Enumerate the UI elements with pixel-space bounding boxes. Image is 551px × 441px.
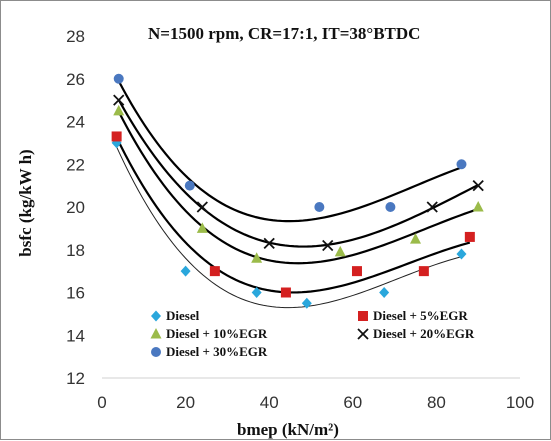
y-axis-title: bsfc (kg/kW h) bbox=[16, 149, 35, 256]
trendline bbox=[117, 111, 479, 265]
x-axis-title: bmep (kN/m²) bbox=[237, 420, 339, 439]
x-tick-label: 60 bbox=[343, 393, 362, 412]
data-point-square bbox=[464, 231, 475, 242]
data-point-circle bbox=[314, 202, 325, 212]
x-tick-label: 0 bbox=[97, 393, 106, 412]
legend-entry-label: Diesel bbox=[166, 308, 200, 323]
y-tick-label: 22 bbox=[66, 155, 85, 174]
data-point-x bbox=[263, 237, 275, 249]
data-point-triangle bbox=[196, 222, 208, 233]
x-tick-label: 20 bbox=[176, 393, 195, 412]
y-tick-label: 26 bbox=[66, 70, 85, 89]
data-point-diamond bbox=[251, 287, 262, 298]
data-point-triangle bbox=[334, 245, 346, 257]
x-tick-label: 100 bbox=[506, 393, 534, 412]
legend-entry-label: Diesel + 5%EGR bbox=[373, 308, 468, 323]
data-point-square bbox=[358, 311, 368, 321]
y-tick-label: 28 bbox=[66, 27, 85, 46]
data-point-triangle bbox=[472, 201, 484, 212]
trendline bbox=[115, 136, 471, 294]
y-tick-label: 18 bbox=[66, 241, 85, 260]
chart-title: N=1500 rpm, CR=17:1, IT=38°BTDC bbox=[148, 24, 420, 43]
trendline bbox=[117, 80, 462, 223]
data-point-diamond bbox=[456, 248, 467, 260]
data-point-triangle bbox=[410, 233, 421, 244]
y-tick-label: 12 bbox=[66, 369, 85, 388]
data-point-square bbox=[418, 266, 429, 277]
legend-entry-label: Diesel + 10%EGR bbox=[166, 326, 268, 341]
data-point-triangle bbox=[251, 252, 263, 263]
data-point-square bbox=[280, 287, 291, 298]
y-tick-labels: 12 14 16 18 20 22 24 26 28 bbox=[66, 27, 85, 388]
data-point-square bbox=[111, 131, 122, 142]
data-point-circle bbox=[113, 73, 124, 84]
data-point-diamond bbox=[301, 297, 312, 309]
data-point-x bbox=[113, 94, 125, 106]
marker-group bbox=[111, 73, 484, 309]
x-tick-labels: 0 20 40 60 80 100 bbox=[97, 393, 534, 412]
x-tick-label: 80 bbox=[427, 393, 446, 412]
legend: Diesel Diesel + 5%EGR Diesel + 10%EGR Diese… bbox=[150, 308, 475, 359]
data-point-diamond bbox=[379, 287, 390, 298]
y-tick-label: 14 bbox=[66, 326, 85, 345]
y-tick-label: 16 bbox=[66, 284, 85, 303]
data-point-x bbox=[322, 239, 334, 252]
data-point-diamond bbox=[180, 265, 191, 277]
data-point-x bbox=[196, 201, 208, 213]
data-point-x bbox=[426, 201, 438, 213]
trendline bbox=[117, 99, 479, 248]
legend-entry-label: Diesel + 20%EGR bbox=[373, 326, 475, 341]
data-point-circle bbox=[151, 347, 161, 357]
data-point-square bbox=[209, 266, 220, 277]
y-tick-label: 20 bbox=[66, 198, 85, 217]
legend-entry-label: Diesel + 30%EGR bbox=[166, 344, 268, 359]
data-point-circle bbox=[184, 180, 195, 191]
x-tick-label: 40 bbox=[260, 393, 279, 412]
data-point-circle bbox=[456, 159, 467, 170]
data-point-triangle bbox=[113, 104, 125, 116]
trendline-group bbox=[115, 80, 479, 309]
data-point-circle bbox=[385, 202, 396, 212]
trendline bbox=[116, 146, 462, 309]
y-tick-label: 24 bbox=[66, 113, 85, 132]
data-point-diamond bbox=[151, 310, 161, 322]
data-point-square bbox=[351, 266, 362, 277]
data-point-x bbox=[472, 179, 484, 192]
data-point-x bbox=[357, 328, 369, 340]
data-point-triangle bbox=[150, 328, 162, 339]
